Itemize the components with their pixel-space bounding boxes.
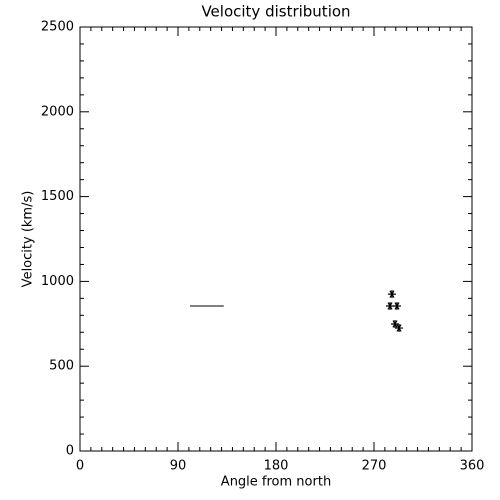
plot-frame bbox=[79, 26, 473, 452]
asterisk-marker bbox=[387, 290, 396, 299]
y-tick-label: 2000 bbox=[41, 104, 74, 119]
asterisk-marker bbox=[395, 324, 404, 333]
asterisk-marker bbox=[386, 301, 395, 310]
x-tick-label: 180 bbox=[264, 459, 289, 474]
asterisk-marker bbox=[391, 319, 400, 328]
y-tick-label: 500 bbox=[49, 359, 74, 374]
y-tick-label: 1000 bbox=[41, 274, 74, 289]
asterisk-marker bbox=[392, 301, 401, 310]
y-tick-label: 0 bbox=[66, 444, 74, 459]
x-axis-label: Angle from north bbox=[221, 475, 331, 490]
x-tick-label: 270 bbox=[362, 459, 387, 474]
chart-title: Velocity distribution bbox=[201, 3, 350, 21]
y-tick-label: 2500 bbox=[41, 20, 74, 35]
y-tick-label: 1500 bbox=[41, 189, 74, 204]
x-tick-label: 90 bbox=[170, 459, 187, 474]
x-tick-label: 360 bbox=[460, 459, 485, 474]
x-tick-label: 0 bbox=[76, 459, 84, 474]
y-axis-label: Velocity (km/s) bbox=[21, 191, 36, 288]
